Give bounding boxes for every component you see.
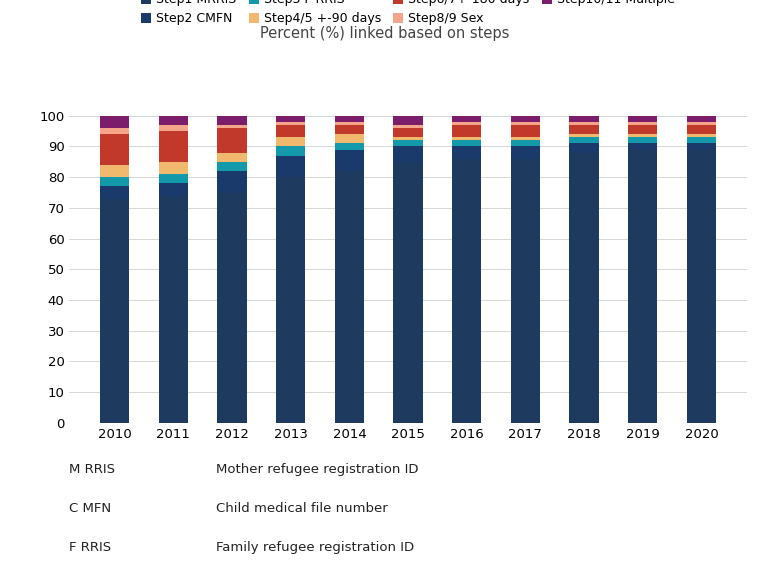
Text: Percent (%) linked based on steps: Percent (%) linked based on steps [260,26,510,41]
Bar [687,149,716,423]
Bar [628,144,658,149]
Bar [276,156,306,177]
Bar [393,140,423,146]
Bar [276,122,306,125]
Bar [100,128,129,134]
Bar [335,144,364,149]
Text: Family refugee registration ID: Family refugee registration ID [216,541,413,554]
Bar [217,162,246,171]
Bar [159,184,188,196]
Bar [159,174,188,184]
Bar [100,186,129,199]
Bar [570,122,599,125]
Bar [452,116,481,122]
Bar [452,146,481,159]
Legend: Step1 MRRIS, Step2 CMFN, Step3 F RRIS, Step4/5 +-90 days, Step6/7+-180 days, Ste: Step1 MRRIS, Step2 CMFN, Step3 F RRIS, S… [141,0,675,25]
Bar [276,137,306,146]
Text: M RRIS: M RRIS [69,463,116,476]
Bar [393,146,423,162]
Bar [393,128,423,137]
Bar [570,116,599,122]
Bar [159,131,188,162]
Bar [511,137,540,140]
Bar [276,125,306,137]
Bar [511,140,540,146]
Bar [335,122,364,125]
Bar [276,116,306,122]
Bar [628,122,658,125]
Bar [217,171,246,192]
Bar [687,116,716,122]
Bar [452,137,481,140]
Bar [335,171,364,423]
Bar [511,122,540,125]
Bar [570,134,599,137]
Bar [570,153,599,423]
Bar [393,125,423,128]
Bar [393,162,423,423]
Bar [452,140,481,146]
Bar [628,149,658,423]
Bar [159,125,188,131]
Bar [217,116,246,125]
Bar [335,125,364,134]
Bar [687,134,716,137]
Bar [159,196,188,423]
Bar [628,125,658,134]
Bar [570,137,599,144]
Bar [393,116,423,125]
Bar [570,144,599,153]
Bar [217,128,246,153]
Bar [217,192,246,423]
Bar [511,116,540,122]
Bar [687,137,716,144]
Bar [335,116,364,122]
Bar [511,159,540,423]
Text: Child medical file number: Child medical file number [216,502,387,515]
Bar [628,137,658,144]
Bar [276,146,306,156]
Bar [570,125,599,134]
Bar [159,116,188,125]
Bar [335,134,364,144]
Bar [100,177,129,186]
Bar [452,125,481,137]
Bar [687,144,716,149]
Bar [100,199,129,423]
Text: C MFN: C MFN [69,502,112,515]
Bar [276,177,306,423]
Bar [100,116,129,128]
Bar [628,116,658,122]
Text: F RRIS: F RRIS [69,541,112,554]
Bar [628,134,658,137]
Bar [687,122,716,125]
Bar [100,165,129,177]
Bar [687,125,716,134]
Bar [511,125,540,137]
Bar [452,122,481,125]
Bar [217,125,246,128]
Bar [393,137,423,140]
Bar [100,134,129,165]
Bar [335,149,364,171]
Bar [452,159,481,423]
Text: Mother refugee registration ID: Mother refugee registration ID [216,463,418,476]
Bar [511,146,540,159]
Bar [159,162,188,174]
Bar [217,153,246,162]
